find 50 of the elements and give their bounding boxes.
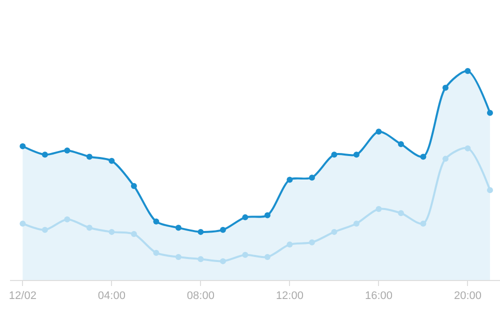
point — [420, 154, 426, 160]
point — [286, 176, 293, 183]
point — [264, 254, 270, 260]
x-tick-label: 12:00 — [276, 290, 304, 302]
point — [442, 156, 448, 162]
point — [130, 182, 137, 189]
point — [198, 256, 204, 262]
point — [220, 226, 226, 233]
point — [20, 220, 26, 227]
point — [331, 228, 338, 235]
point — [464, 68, 471, 74]
x-tick-label: 12/02 — [8, 290, 36, 302]
point — [264, 212, 270, 218]
point — [353, 220, 360, 227]
point — [108, 228, 115, 235]
point — [175, 224, 182, 231]
x-tick-label: 16:00 — [364, 290, 392, 302]
point — [220, 258, 226, 264]
point — [42, 152, 48, 158]
point — [308, 239, 315, 246]
point — [20, 143, 26, 150]
point — [353, 152, 360, 158]
point — [442, 84, 448, 91]
point — [398, 141, 404, 148]
point — [242, 214, 248, 220]
x-tick-label: 20:00 — [454, 290, 482, 302]
point — [64, 147, 70, 154]
point — [86, 224, 92, 231]
point — [464, 145, 471, 152]
point — [242, 252, 248, 258]
point — [108, 158, 115, 164]
x-tick-label: 04:00 — [98, 290, 126, 302]
point — [153, 218, 160, 224]
point — [42, 226, 48, 233]
point — [86, 154, 92, 160]
point — [486, 110, 493, 116]
point — [308, 174, 315, 181]
point — [376, 128, 382, 135]
point — [286, 241, 293, 248]
point — [198, 228, 204, 235]
point — [175, 254, 182, 260]
point — [486, 187, 493, 194]
point — [376, 206, 382, 212]
point — [64, 216, 70, 222]
x-tick-label: 08:00 — [186, 290, 214, 302]
point — [398, 210, 404, 216]
point — [130, 231, 137, 238]
point — [420, 220, 426, 227]
point — [331, 152, 338, 158]
point — [153, 250, 160, 256]
